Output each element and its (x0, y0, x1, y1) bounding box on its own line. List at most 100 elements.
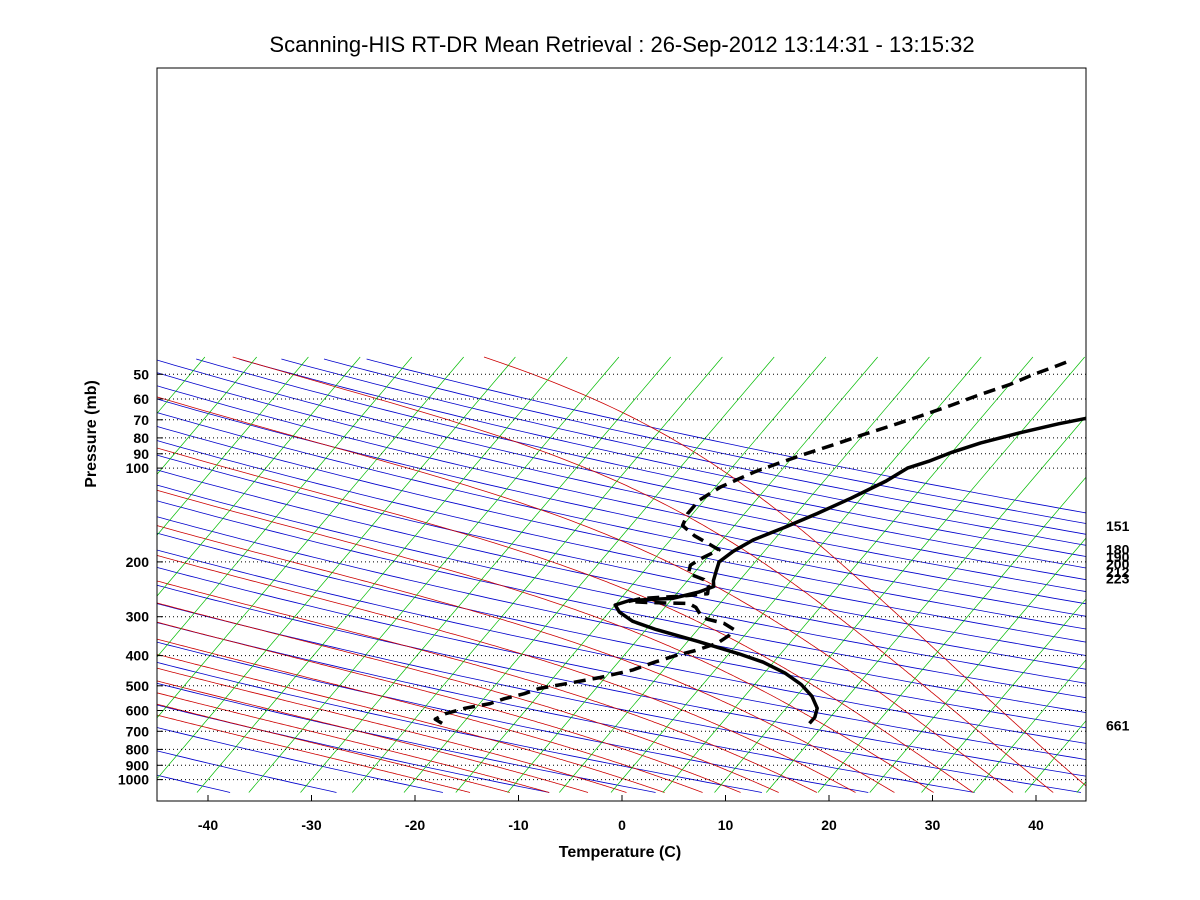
x-tick-label: -20 (405, 817, 425, 833)
isotherm (662, 356, 1034, 793)
y-tick-label: 100 (126, 460, 150, 476)
moist-adiabat (157, 602, 779, 793)
y-tick-label: 70 (133, 412, 149, 428)
dry-adiabat (157, 426, 1086, 630)
dry-adiabat (157, 641, 869, 793)
pressure-gridlines (157, 373, 1086, 781)
dry-adiabat (157, 566, 1086, 761)
y-tick-label: 50 (133, 366, 149, 382)
dry-adiabat (157, 516, 1086, 713)
moist-adiabat (157, 638, 703, 793)
level-label: 180 (1106, 542, 1130, 558)
isotherm (403, 356, 775, 793)
isotherm (157, 356, 516, 780)
y-tick-label: 700 (126, 723, 150, 739)
isotherm (300, 356, 671, 793)
moist-adiabat (157, 447, 974, 793)
moist-adiabat (483, 356, 1086, 787)
isotherm (817, 476, 1086, 793)
level-label: 190 (1106, 549, 1130, 565)
isotherm (973, 659, 1086, 793)
level-label: 151 (1106, 518, 1130, 534)
moist-adiabat (157, 692, 550, 793)
dry-adiabat (157, 500, 1086, 699)
dry-adiabat (366, 358, 1086, 514)
moist-adiabat (157, 580, 818, 793)
isotherm (766, 415, 1086, 793)
x-axis: -40 -30 -20 -10 0 10 20 30 40 (198, 795, 1044, 833)
isotherm (714, 356, 1085, 793)
isotherm (196, 356, 568, 793)
isotherm (157, 356, 361, 597)
dry-adiabat (157, 584, 1086, 777)
isotherm (507, 356, 878, 793)
moist-adiabat (157, 525, 895, 793)
temperature-profile-line (613, 416, 1086, 725)
level-label: 200 (1106, 556, 1130, 572)
x-tick-label: 0 (618, 817, 626, 833)
dry-adiabat (157, 622, 975, 793)
x-tick-label: 20 (821, 817, 837, 833)
dry-adiabat (196, 358, 1086, 557)
background-lines (157, 356, 1086, 793)
y-axis-label: Pressure (mb) (83, 380, 100, 488)
y-tick-label: 800 (126, 741, 150, 757)
x-tick-label: -30 (301, 817, 321, 833)
level-label: 223 (1106, 571, 1130, 587)
isotherm (559, 356, 930, 793)
level-label: 661 (1106, 718, 1130, 734)
moist-adiabat (157, 653, 665, 793)
y-tick-label: 400 (126, 648, 150, 664)
chart-title: Scanning-HIS RT-DR Mean Retrieval : 26-S… (269, 32, 974, 57)
y-tick-label: 900 (126, 757, 150, 773)
y-tick-label: 1000 (118, 772, 149, 788)
dry-adiabat (157, 484, 1086, 684)
x-axis-label: Temperature (C) (559, 844, 681, 861)
y-tick-label: 90 (133, 446, 149, 462)
dry-adiabat (157, 398, 1086, 605)
y-tick-label: 600 (126, 703, 150, 719)
dry-adiabat (157, 549, 1086, 744)
dry-adiabat (238, 358, 1086, 546)
level-label: 212 (1106, 564, 1130, 580)
moist-adiabat (157, 667, 627, 793)
dry-adiabat (157, 412, 1086, 617)
dry-adiabat (157, 469, 1086, 670)
moist-adiabat (157, 489, 934, 793)
y-tick-label: 500 (126, 678, 150, 694)
moist-adiabat (232, 356, 1054, 793)
dry-adiabat (157, 603, 1082, 793)
dry-adiabat (157, 359, 1086, 569)
y-tick-label: 300 (126, 609, 150, 625)
dry-adiabat (281, 358, 1086, 535)
dry-adiabat (157, 532, 1086, 729)
dewpoint-profile-line (433, 358, 1073, 725)
dry-adiabat (157, 385, 1086, 592)
y-tick-label: 200 (126, 554, 150, 570)
moist-adiabat (157, 714, 471, 793)
isotherm (921, 598, 1086, 793)
dry-adiabat (157, 372, 1086, 581)
x-tick-label: -10 (508, 817, 528, 833)
isotherm (248, 356, 620, 793)
isotherm (157, 356, 413, 658)
dry-adiabat (323, 358, 1086, 524)
x-tick-label: 30 (925, 817, 941, 833)
isotherm (610, 356, 982, 793)
moist-adiabat (157, 680, 589, 793)
isotherm (157, 356, 257, 475)
x-tick-label: 10 (718, 817, 734, 833)
isotherm (157, 356, 464, 719)
moist-adiabat (157, 703, 510, 793)
isotherm (869, 537, 1086, 793)
dry-adiabat (157, 661, 762, 793)
isotherm (157, 356, 309, 536)
isotherm (455, 356, 827, 793)
dry-adiabat (157, 440, 1086, 643)
isotherm (352, 356, 723, 793)
sounding-series (433, 358, 1086, 725)
moist-adiabat (157, 555, 856, 793)
